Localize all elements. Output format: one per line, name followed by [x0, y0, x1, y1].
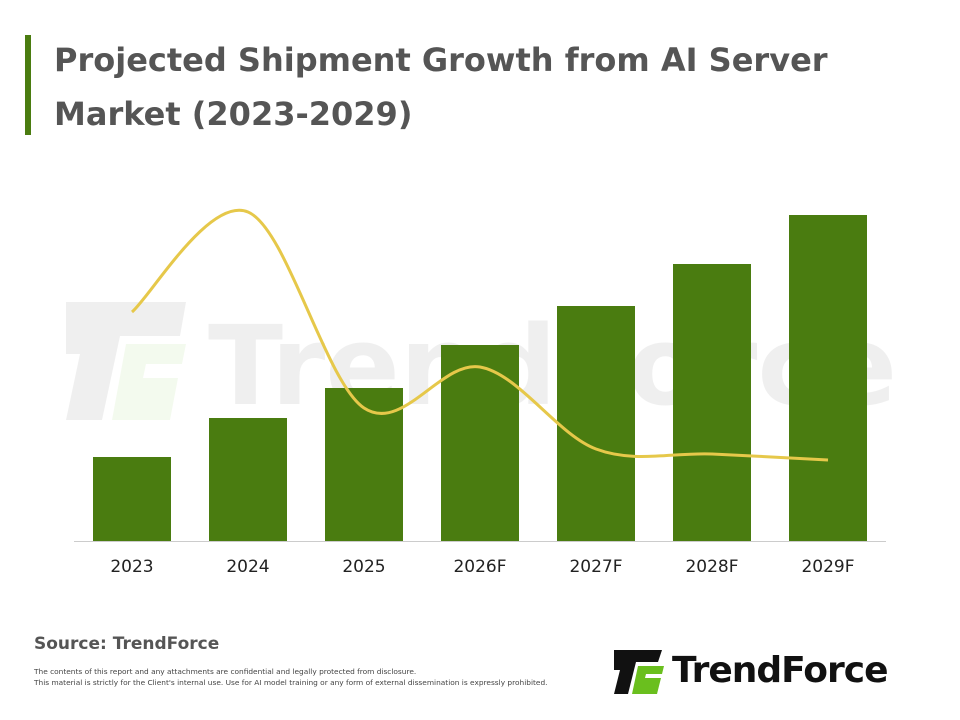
x-tick-label: 2026F [453, 557, 506, 577]
trend-line-points [131, 211, 829, 461]
source-label: Source: TrendForce [34, 634, 220, 654]
watermark-logo-mark [112, 344, 186, 420]
x-tick-label: 2028F [685, 557, 738, 577]
watermark-text: TrendForce [208, 302, 897, 430]
x-tick-label: 2024 [226, 557, 269, 577]
x-tick-label: 2027F [569, 557, 622, 577]
bar-series [93, 215, 867, 541]
x-axis-ticks: 2023 2024 2025 2026F 2027F 2028F 2029F [110, 557, 854, 577]
disclaimer-line-1: The contents of this report and any atta… [34, 667, 417, 676]
x-tick-label: 2029F [801, 557, 854, 577]
trendforce-logo-icon [614, 650, 664, 694]
bar-2023 [93, 457, 171, 541]
watermark-logo-icon [66, 302, 186, 420]
chart-area: TrendForce 2023 2024 2025 2026F 2027F 2028F 20… [66, 208, 897, 577]
trend-line [130, 208, 829, 462]
x-tick-label: 2023 [110, 557, 153, 577]
title-accent-bar [25, 35, 31, 135]
logo-text: TrendForce [672, 650, 889, 691]
bar-2027F [557, 306, 635, 541]
watermark: TrendForce [66, 302, 897, 430]
bar-2024 [209, 418, 287, 541]
x-tick-label: 2025 [342, 557, 385, 577]
chart-title: Projected Shipment Growth from AI Server… [54, 41, 828, 133]
bar-2029F [789, 215, 867, 541]
trendforce-logo: TrendForce [612, 646, 932, 696]
disclaimer-line-2: This material is strictly for the Client… [34, 678, 548, 687]
bar-2028F [673, 264, 751, 541]
